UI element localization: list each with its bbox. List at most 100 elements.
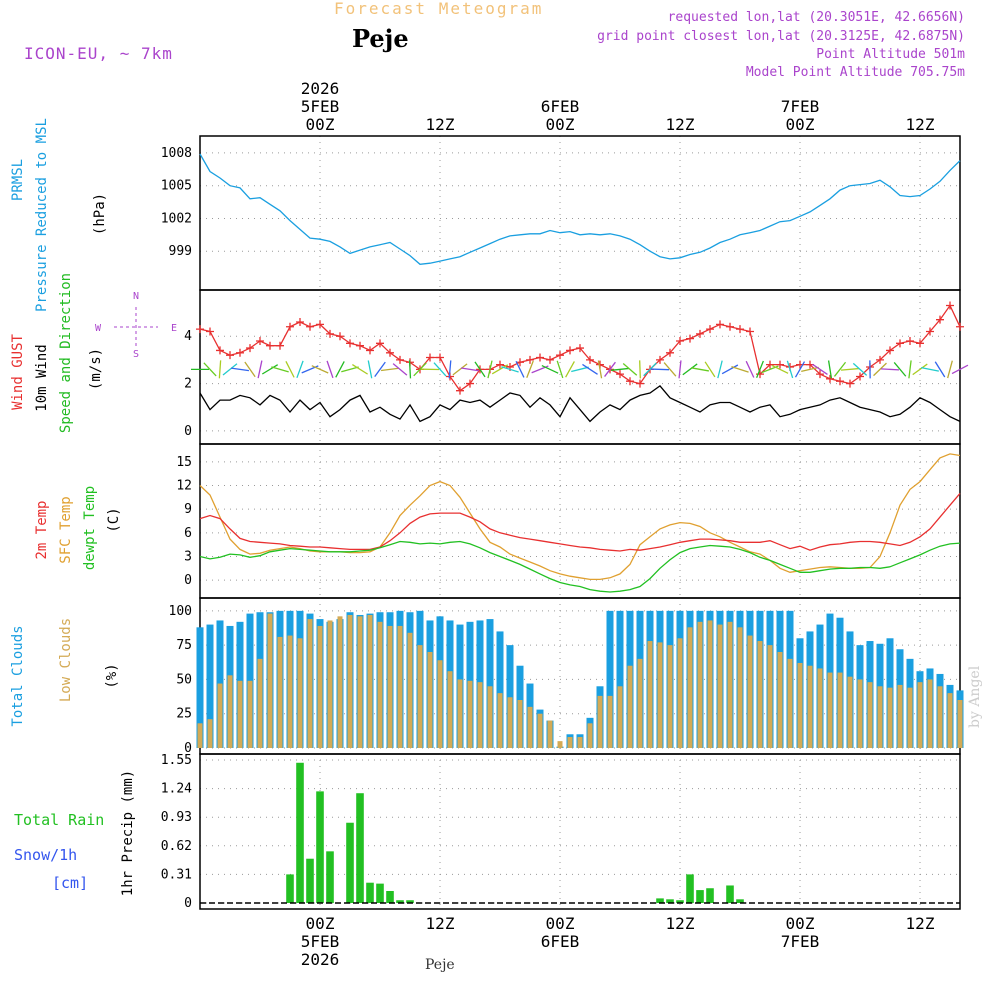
- wind-direction-arrow: [912, 363, 928, 376]
- y-tick-label: 4: [184, 329, 192, 344]
- gust-marker: [366, 346, 374, 355]
- low-cloud-bar: [247, 680, 253, 748]
- wind-direction-arrow: [367, 360, 373, 379]
- gust-marker: [326, 329, 334, 338]
- wind-direction-arrow: [352, 364, 368, 375]
- y-tick-label: 1.24: [161, 782, 192, 797]
- wind-direction-arrow: [663, 362, 677, 377]
- gust-marker: [816, 370, 824, 379]
- low-cloud-bar: [577, 737, 583, 748]
- low-cloud-bar: [587, 723, 593, 748]
- wind-direction-arrow: [731, 365, 749, 373]
- wind-direction-arrow: [604, 361, 616, 377]
- wind-direction-arrow: [296, 360, 304, 379]
- wind-direction-arrow: [448, 360, 452, 379]
- wind-direction-arrow: [491, 364, 509, 375]
- gust-marker: [316, 320, 324, 329]
- low-cloud-bar: [407, 632, 413, 748]
- low-cloud-bar: [837, 672, 843, 748]
- time-label-bottom: 00Z: [306, 914, 335, 933]
- rain-bar: [286, 874, 294, 903]
- rain-bar: [656, 898, 664, 903]
- y-tick-label: 1002: [161, 211, 192, 226]
- hpa-label: (hPa): [92, 193, 108, 235]
- wind-direction-arrow: [474, 361, 486, 378]
- gust-marker: [636, 379, 644, 388]
- low-cloud-bar: [207, 719, 213, 748]
- gust-marker: [346, 339, 354, 348]
- gust-marker: [226, 351, 234, 360]
- low-cloud-bar: [897, 684, 903, 748]
- y-tick-label: 0: [184, 896, 192, 911]
- gust-marker: [756, 370, 764, 379]
- gust-marker: [496, 360, 504, 369]
- low-cloud-bar: [737, 627, 743, 748]
- time-label-bottom: 6FEB: [541, 932, 580, 951]
- low-cloud-bar: [257, 658, 263, 748]
- y-tick-label: 75: [176, 638, 192, 653]
- gust-marker: [746, 327, 754, 336]
- time-label-top: 6FEB: [541, 97, 580, 116]
- low-cloud-bar: [537, 713, 543, 748]
- low-cloud-bar: [787, 658, 793, 748]
- wind-direction-arrow: [452, 363, 468, 376]
- gust-marker: [726, 322, 734, 331]
- gust-marker: [216, 346, 224, 355]
- low-cloud-bar: [467, 680, 473, 748]
- wind-direction-arrow: [650, 368, 670, 371]
- y-tick-label: 0.93: [161, 810, 192, 825]
- wind-direction-arrow: [643, 362, 657, 377]
- y-tick-label: 12: [176, 479, 192, 494]
- low-cloud-bar: [217, 683, 223, 748]
- low-cloud-bar: [647, 641, 653, 748]
- low-cloud-bar: [817, 668, 823, 748]
- low-cloud-bar: [457, 679, 463, 748]
- low-cloud-bar: [297, 638, 303, 748]
- rain-bar: [316, 791, 324, 903]
- wind-direction-arrow: [271, 366, 289, 373]
- gust-marker: [706, 325, 714, 334]
- requested-coords: requested lon,lat (20.3051E, 42.6656N): [667, 10, 965, 25]
- wind-direction-arrow: [380, 367, 400, 372]
- low-cloud-bar: [527, 706, 533, 748]
- low-cloud-bar: [867, 682, 873, 748]
- gust-marker: [666, 348, 674, 357]
- wind-direction-arrow: [610, 367, 630, 371]
- gust-marker: [776, 360, 784, 369]
- gust-marker: [916, 339, 924, 348]
- gust-marker: [686, 334, 694, 343]
- y-tick-label: 15: [176, 455, 192, 470]
- low-cloud-bar: [437, 660, 443, 748]
- time-label-top: 00Z: [546, 115, 575, 134]
- rain-bar: [696, 890, 704, 903]
- wind-direction-arrow: [392, 363, 408, 376]
- prmsl-label: PRMSL: [10, 159, 26, 201]
- forecast-title: Forecast Meteogram: [334, 0, 544, 18]
- station-title: Peje: [352, 24, 409, 53]
- time-label-top: 00Z: [306, 115, 335, 134]
- low-cloud-bar: [267, 613, 273, 748]
- wind-direction-arrow: [541, 364, 559, 374]
- low-cloud-bar: [227, 675, 233, 748]
- panel-frame: [199, 135, 961, 291]
- time-label-top: 00Z: [786, 115, 815, 134]
- low-cloud-bar: [717, 624, 723, 748]
- gridpoint-coords: grid point closest lon,lat (20.3125E, 42…: [597, 29, 965, 44]
- dewpt-line: [199, 540, 961, 593]
- low-cloud-bar: [487, 686, 493, 748]
- gust-marker: [836, 377, 844, 386]
- wind-direction-arrow: [461, 367, 479, 372]
- gust-marker: [926, 327, 934, 336]
- wind-direction-arrow: [827, 360, 833, 379]
- low-cloud-bar: [387, 625, 393, 748]
- time-label-top: 7FEB: [781, 97, 820, 116]
- low-cloud-bar: [757, 641, 763, 748]
- low-cloud-bar: [667, 645, 673, 748]
- y-tick-label: 0.62: [161, 839, 192, 854]
- gust-marker: [396, 355, 404, 364]
- sfctemp-label: SFC Temp: [58, 496, 74, 563]
- y-tick-label: 25: [176, 707, 192, 722]
- wind-direction-arrow: [771, 364, 789, 374]
- wind-direction-arrow: [222, 363, 238, 376]
- low-cloud-bar: [567, 737, 573, 748]
